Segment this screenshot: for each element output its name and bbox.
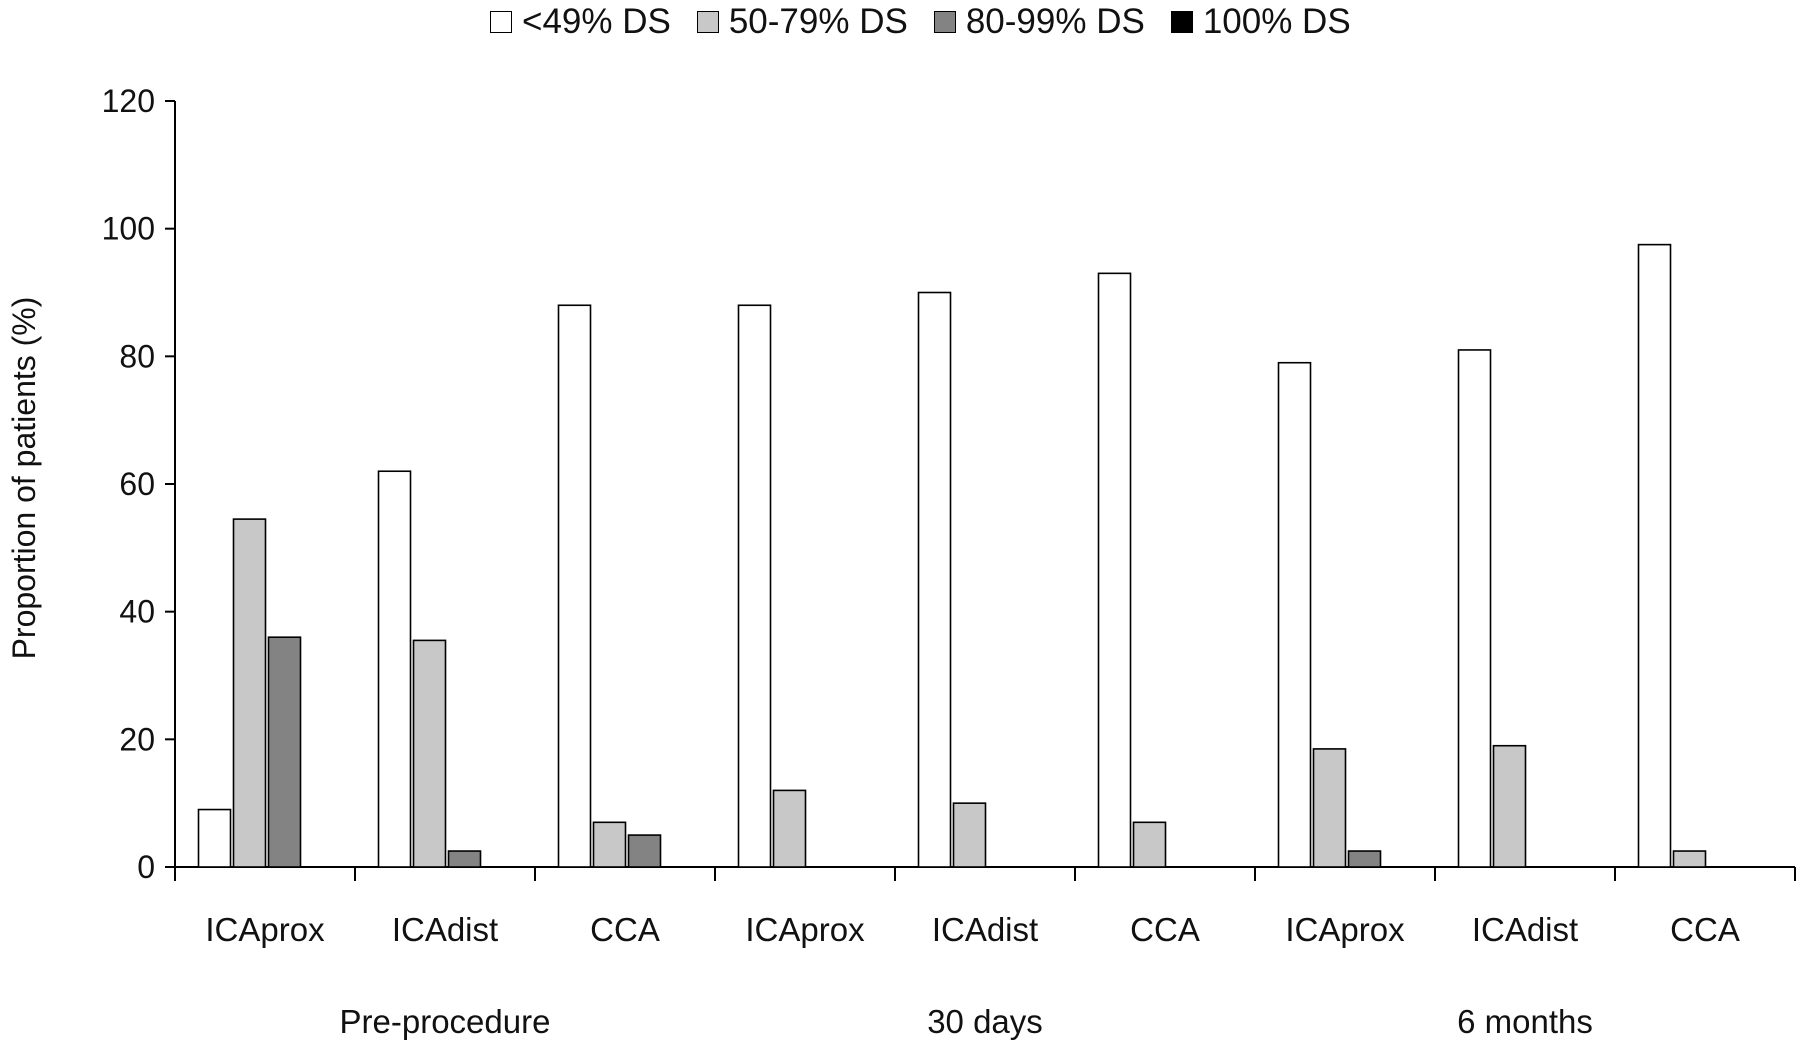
y-tick-label: 100 bbox=[102, 211, 155, 247]
x-category-label: ICAdist bbox=[1472, 911, 1578, 948]
bar-1-7 bbox=[1492, 744, 1527, 868]
x-category-label: ICAprox bbox=[745, 911, 865, 948]
legend-label-80-99: 80-99% DS bbox=[965, 2, 1145, 41]
legend-swatch-lt49 bbox=[490, 11, 512, 33]
bar-1-5 bbox=[1132, 821, 1167, 868]
x-category-label: CCA bbox=[590, 911, 660, 948]
x-category-label: CCA bbox=[1670, 911, 1740, 948]
bar-2-0 bbox=[267, 636, 302, 868]
y-tick-label: 120 bbox=[102, 83, 155, 119]
legend-swatch-100 bbox=[1170, 11, 1193, 33]
legend-swatch-80-99 bbox=[933, 11, 956, 33]
legend-item-100: 100% DS bbox=[1170, 2, 1351, 42]
legend-item-lt49: <49% DS bbox=[490, 2, 671, 42]
bar-0-8 bbox=[1637, 243, 1672, 868]
bar-1-2 bbox=[592, 821, 627, 868]
legend-label-50-79: 50-79% DS bbox=[728, 2, 908, 41]
y-tick-label: 0 bbox=[137, 849, 155, 885]
x-category-label: ICAdist bbox=[392, 911, 498, 948]
bar-0-7 bbox=[1457, 349, 1492, 868]
x-category-label: CCA bbox=[1130, 911, 1200, 948]
bar-1-0 bbox=[232, 518, 267, 868]
bar-0-0 bbox=[197, 808, 232, 868]
y-axis-label: Proportion of patients (%) bbox=[6, 297, 42, 660]
x-group-label: 30 days bbox=[927, 1003, 1043, 1040]
chart-legend: <49% DS 50-79% DS 80-99% DS 100% DS bbox=[490, 2, 1377, 42]
legend-item-50-79: 50-79% DS bbox=[696, 2, 908, 42]
y-tick-label: 20 bbox=[119, 721, 155, 757]
bar-1-8 bbox=[1672, 850, 1707, 868]
x-category-label: ICAprox bbox=[1285, 911, 1405, 948]
bar-0-3 bbox=[737, 304, 772, 868]
x-group-label: 6 months bbox=[1457, 1003, 1593, 1040]
legend-swatch-50-79 bbox=[696, 11, 719, 33]
y-tick-label: 80 bbox=[119, 338, 155, 374]
bar-0-2 bbox=[557, 304, 592, 868]
bar-2-6 bbox=[1347, 850, 1382, 868]
y-tick-label: 40 bbox=[119, 594, 155, 630]
y-tick-label: 60 bbox=[119, 466, 155, 502]
bar-0-5 bbox=[1097, 272, 1132, 868]
bar-1-1 bbox=[412, 639, 447, 868]
bar-2-2 bbox=[627, 834, 662, 868]
bar-0-4 bbox=[917, 291, 952, 868]
bar-1-4 bbox=[952, 802, 987, 868]
bar-0-1 bbox=[377, 470, 412, 868]
x-category-label: ICAprox bbox=[205, 911, 325, 948]
x-category-label: ICAdist bbox=[932, 911, 1038, 948]
legend-item-80-99: 80-99% DS bbox=[933, 2, 1145, 42]
bar-1-3 bbox=[772, 789, 807, 868]
legend-label-100: 100% DS bbox=[1202, 2, 1351, 41]
bar-1-6 bbox=[1312, 748, 1347, 868]
bar-0-6 bbox=[1277, 361, 1312, 868]
bar-2-1 bbox=[447, 850, 482, 868]
legend-label-lt49: <49% DS bbox=[522, 2, 671, 41]
x-group-label: Pre-procedure bbox=[340, 1003, 551, 1040]
